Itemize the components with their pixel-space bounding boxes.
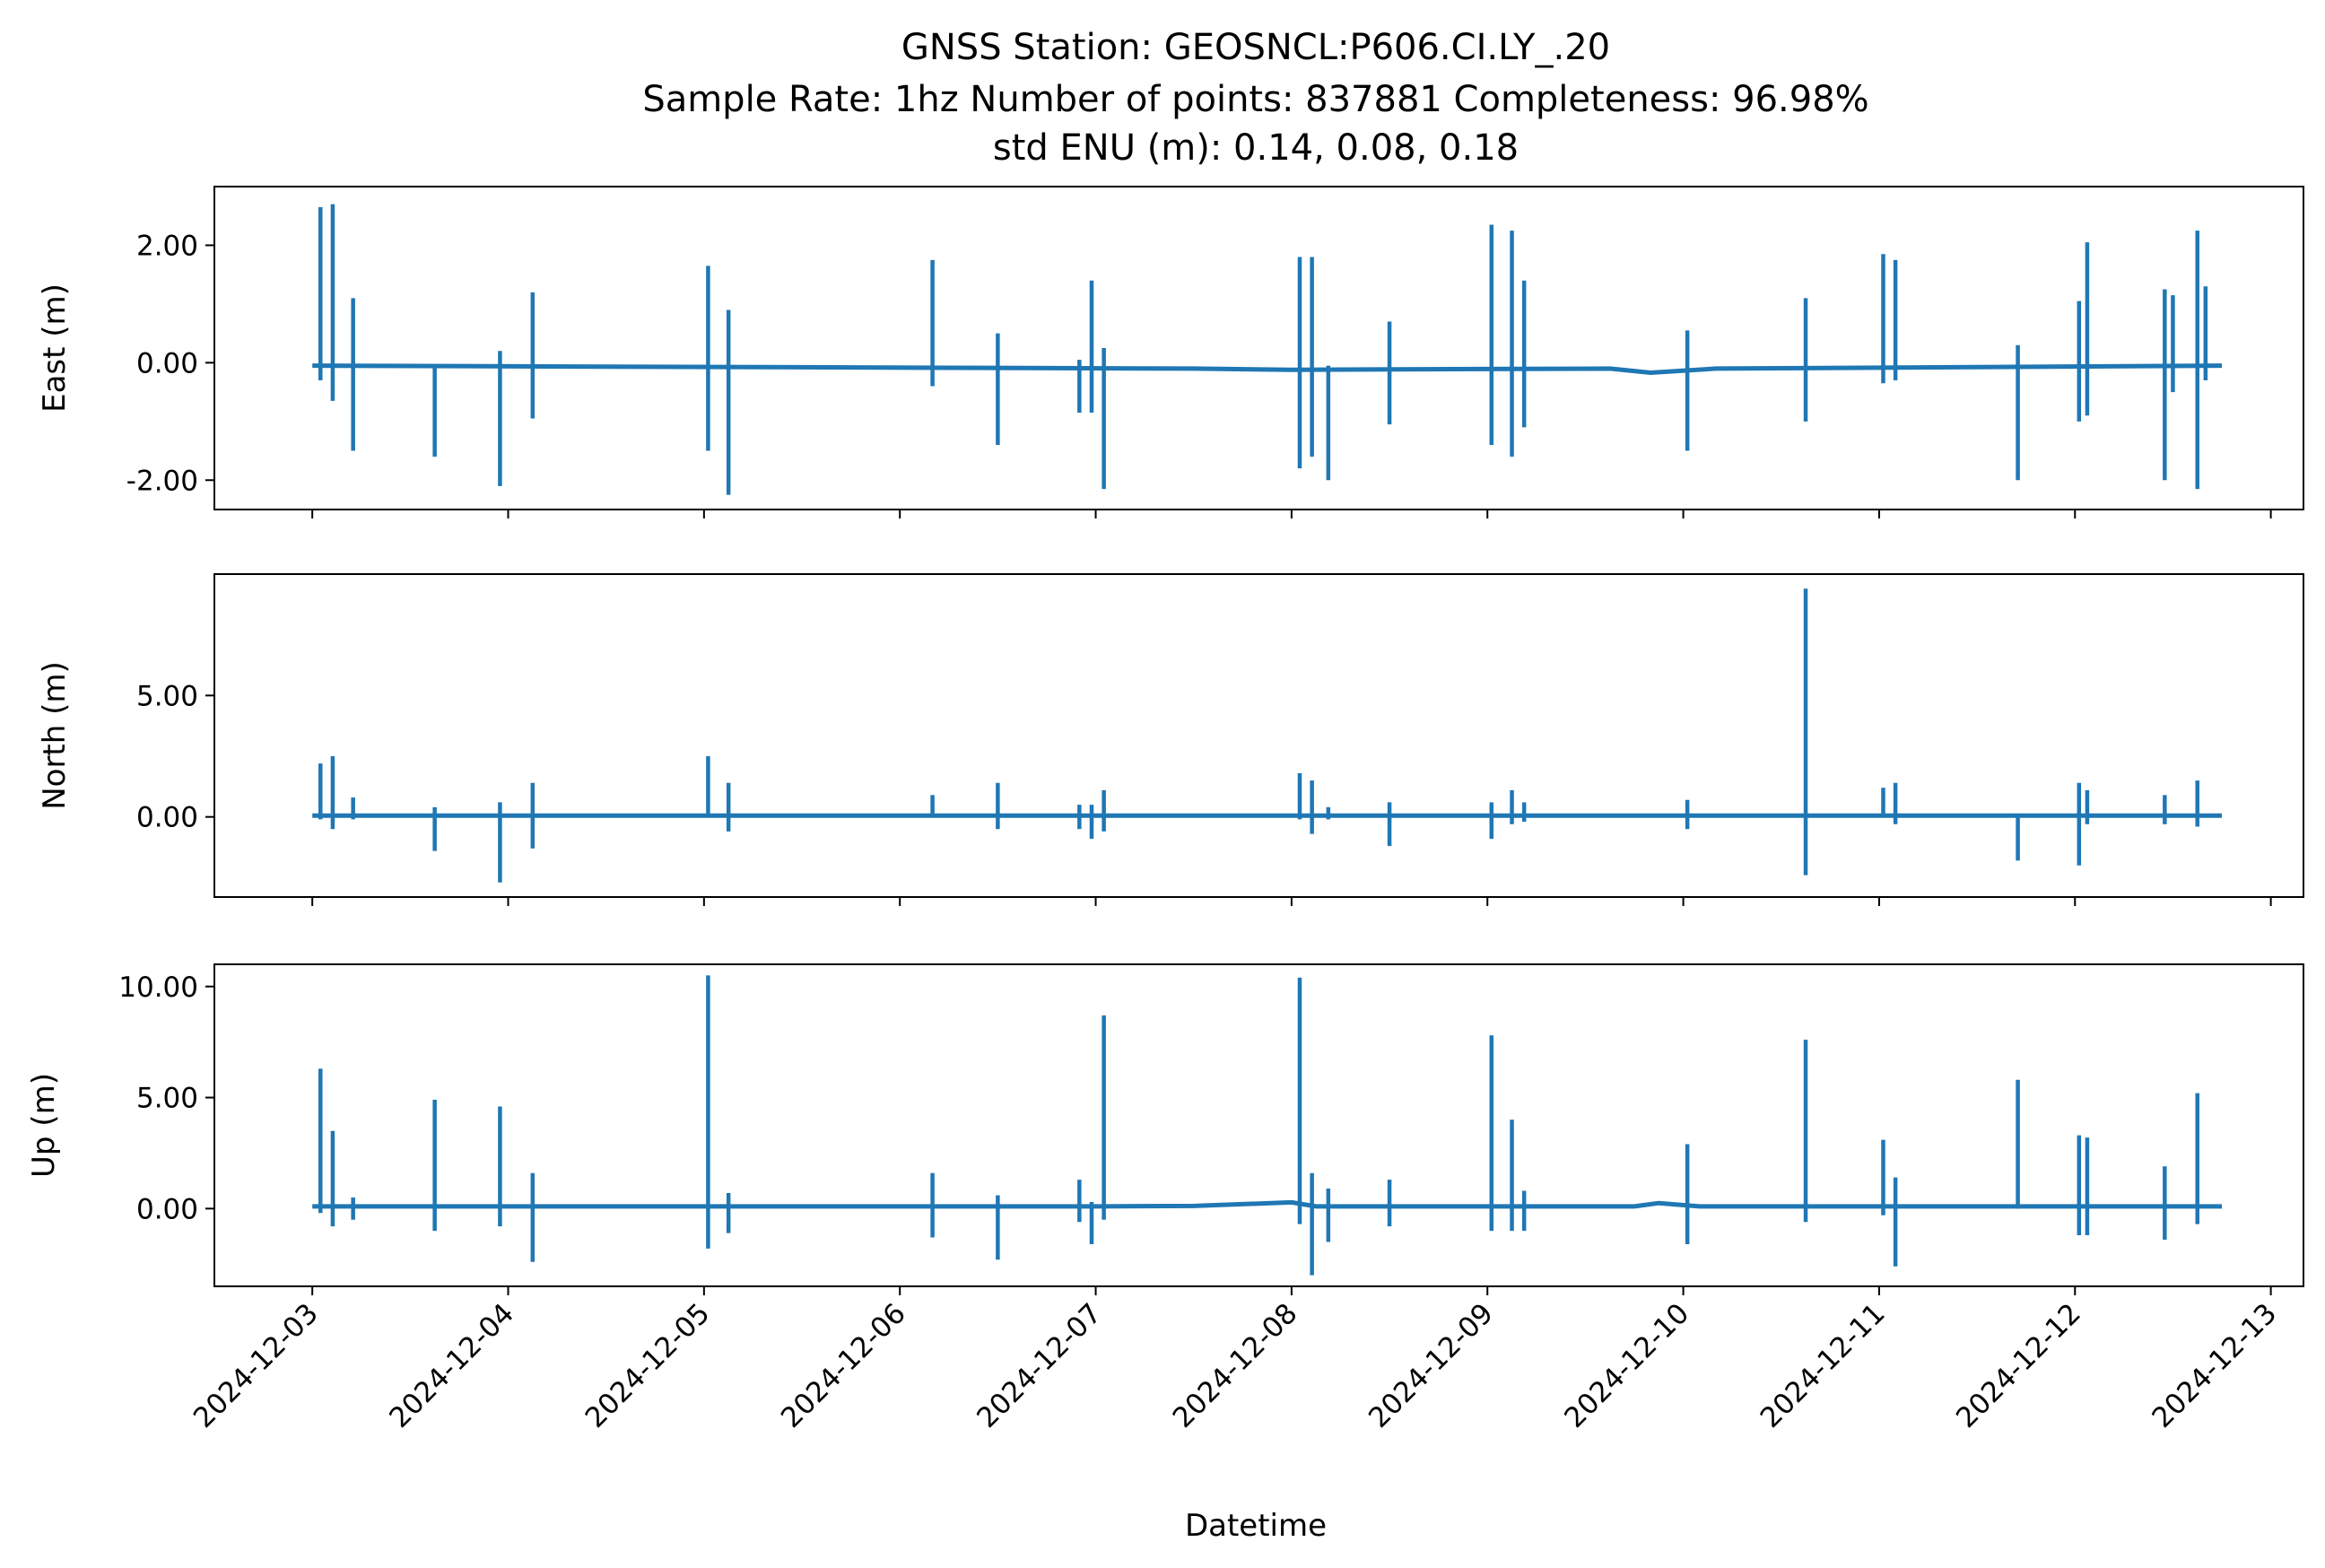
title-line-2: Sample Rate: 1hz Number of points: 83788… xyxy=(642,79,1868,120)
series-group xyxy=(312,204,2223,495)
y-tick-label: -2.00 xyxy=(126,465,198,497)
y-axis-label: North (m) xyxy=(37,661,73,810)
panel-north: 0.00 5.00 North (m) xyxy=(37,573,2304,906)
y-tick-label: 5.00 xyxy=(136,1083,198,1115)
x-tick-label: 2024-12-12 xyxy=(1950,1297,2087,1434)
axes-frame xyxy=(213,573,2304,898)
x-tick-label: 2024-12-03 xyxy=(187,1297,325,1434)
x-tick-label: 2024-12-10 xyxy=(1558,1297,1695,1434)
x-tick-label: 2024-12-11 xyxy=(1755,1297,1892,1434)
y-tick-label: 0.00 xyxy=(136,347,198,379)
y-tick-label: 2.00 xyxy=(136,230,198,262)
x-tick-label: 2024-12-08 xyxy=(1167,1297,1304,1434)
title-line-3: std ENU (m): 0.14, 0.08, 0.18 xyxy=(993,127,1519,169)
axes-frame xyxy=(213,963,2304,1287)
y-tick-label: 0.00 xyxy=(136,802,198,834)
x-axis-label: Datetime xyxy=(1185,1508,1327,1544)
y-axis-label: Up (m) xyxy=(26,1073,62,1178)
title-line-1: GNSS Station: GEOSNCL:P606.CI.LY_.20 xyxy=(901,27,1610,68)
series-line xyxy=(312,363,2223,375)
series-group xyxy=(312,975,2222,1276)
y-tick-label: 5.00 xyxy=(136,680,198,712)
x-tick-label: 2024-12-06 xyxy=(775,1297,912,1434)
x-tick-label: 2024-12-09 xyxy=(1363,1297,1500,1434)
x-tick-label: 2024-12-05 xyxy=(579,1297,717,1434)
y-tick-label: 0.00 xyxy=(136,1193,198,1225)
panel-east: -2.00 0.00 2.00 East (m) xyxy=(37,186,2304,518)
x-tick-label: 2024-12-07 xyxy=(971,1297,1108,1434)
axes-frame xyxy=(213,186,2304,510)
panel-up: 0.00 5.00 10.00 2024-12-03 2024-12-04 2024-12… xyxy=(26,963,2304,1434)
x-tick-label: 2024-12-04 xyxy=(383,1297,520,1434)
x-tick-label: 2024-12-13 xyxy=(2146,1297,2283,1434)
y-axis-label: East (m) xyxy=(37,283,73,413)
series-group xyxy=(312,588,2222,883)
y-tick-label: 10.00 xyxy=(118,971,198,1004)
series-line xyxy=(312,1199,2222,1209)
